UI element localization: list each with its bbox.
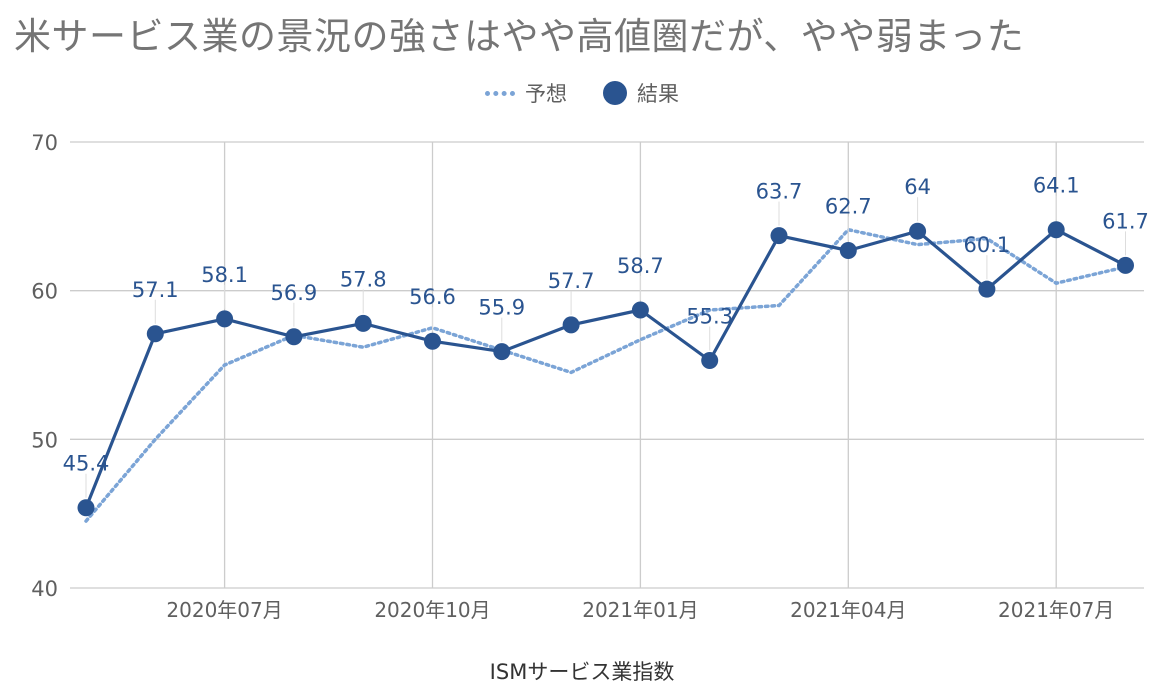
- data-label: 57.8: [340, 267, 387, 291]
- data-label: 57.7: [548, 269, 595, 293]
- x-axis-title: ISMサービス業指数: [489, 660, 675, 684]
- data-label: 60.1: [964, 233, 1011, 257]
- y-tick-label: 60: [31, 280, 58, 304]
- data-point-result: [770, 227, 788, 245]
- y-tick-label: 70: [31, 131, 58, 155]
- data-point-result: [701, 352, 719, 370]
- x-tick-label: 2021年07月: [998, 598, 1114, 622]
- data-label: 58.1: [201, 263, 248, 287]
- data-label: 55.3: [686, 305, 733, 329]
- data-label: 63.7: [756, 180, 803, 204]
- data-label: 58.7: [617, 254, 664, 278]
- data-point-result: [354, 314, 372, 332]
- data-point-result: [839, 242, 857, 260]
- data-point-result: [562, 316, 580, 334]
- data-point-result: [146, 325, 164, 343]
- legend-forecast-label: 予想: [525, 82, 567, 106]
- data-point-result: [909, 222, 927, 240]
- series-line-result: [84, 228, 1127, 509]
- data-label: 62.7: [825, 195, 872, 219]
- data-point-result: [631, 301, 649, 319]
- y-tick-label: 50: [31, 428, 58, 452]
- data-point-result: [978, 280, 996, 298]
- x-tick-label: 2021年04月: [790, 598, 906, 622]
- x-tick-label: 2021年01月: [582, 598, 698, 622]
- legend-item-forecast[interactable]: 予想: [485, 78, 567, 108]
- legend-item-result[interactable]: 結果: [603, 78, 679, 108]
- y-tick-label: 40: [31, 577, 58, 601]
- data-point-result: [424, 332, 441, 350]
- data-point-result: [493, 343, 511, 361]
- legend-forecast-swatch: [485, 90, 515, 96]
- legend-result-label: 結果: [637, 82, 679, 106]
- data-point-result: [1117, 256, 1134, 274]
- data-label: 57.1: [132, 278, 179, 302]
- data-point-result: [1047, 221, 1065, 239]
- series-line-forecast: [84, 227, 1128, 523]
- data-point-result: [216, 310, 234, 328]
- data-point-result: [77, 499, 95, 517]
- data-label: 55.9: [478, 296, 525, 320]
- data-label: 56.6: [409, 285, 456, 309]
- legend-result-swatch: [603, 81, 627, 105]
- x-tick-label: 2020年07月: [166, 598, 282, 622]
- data-label: 64.1: [1033, 174, 1080, 198]
- x-tick-label: 2020年10月: [374, 598, 490, 622]
- chart-title: 米サービス業の景況の強さはやや高値圏だが、やや弱まった: [14, 15, 1025, 58]
- data-label: 61.7: [1102, 209, 1149, 233]
- data-label: 64: [904, 175, 931, 199]
- data-label: 45.4: [63, 452, 110, 476]
- data-point-result: [285, 328, 303, 346]
- legend: 予想 結果: [0, 78, 1164, 108]
- data-label: 56.9: [271, 281, 318, 305]
